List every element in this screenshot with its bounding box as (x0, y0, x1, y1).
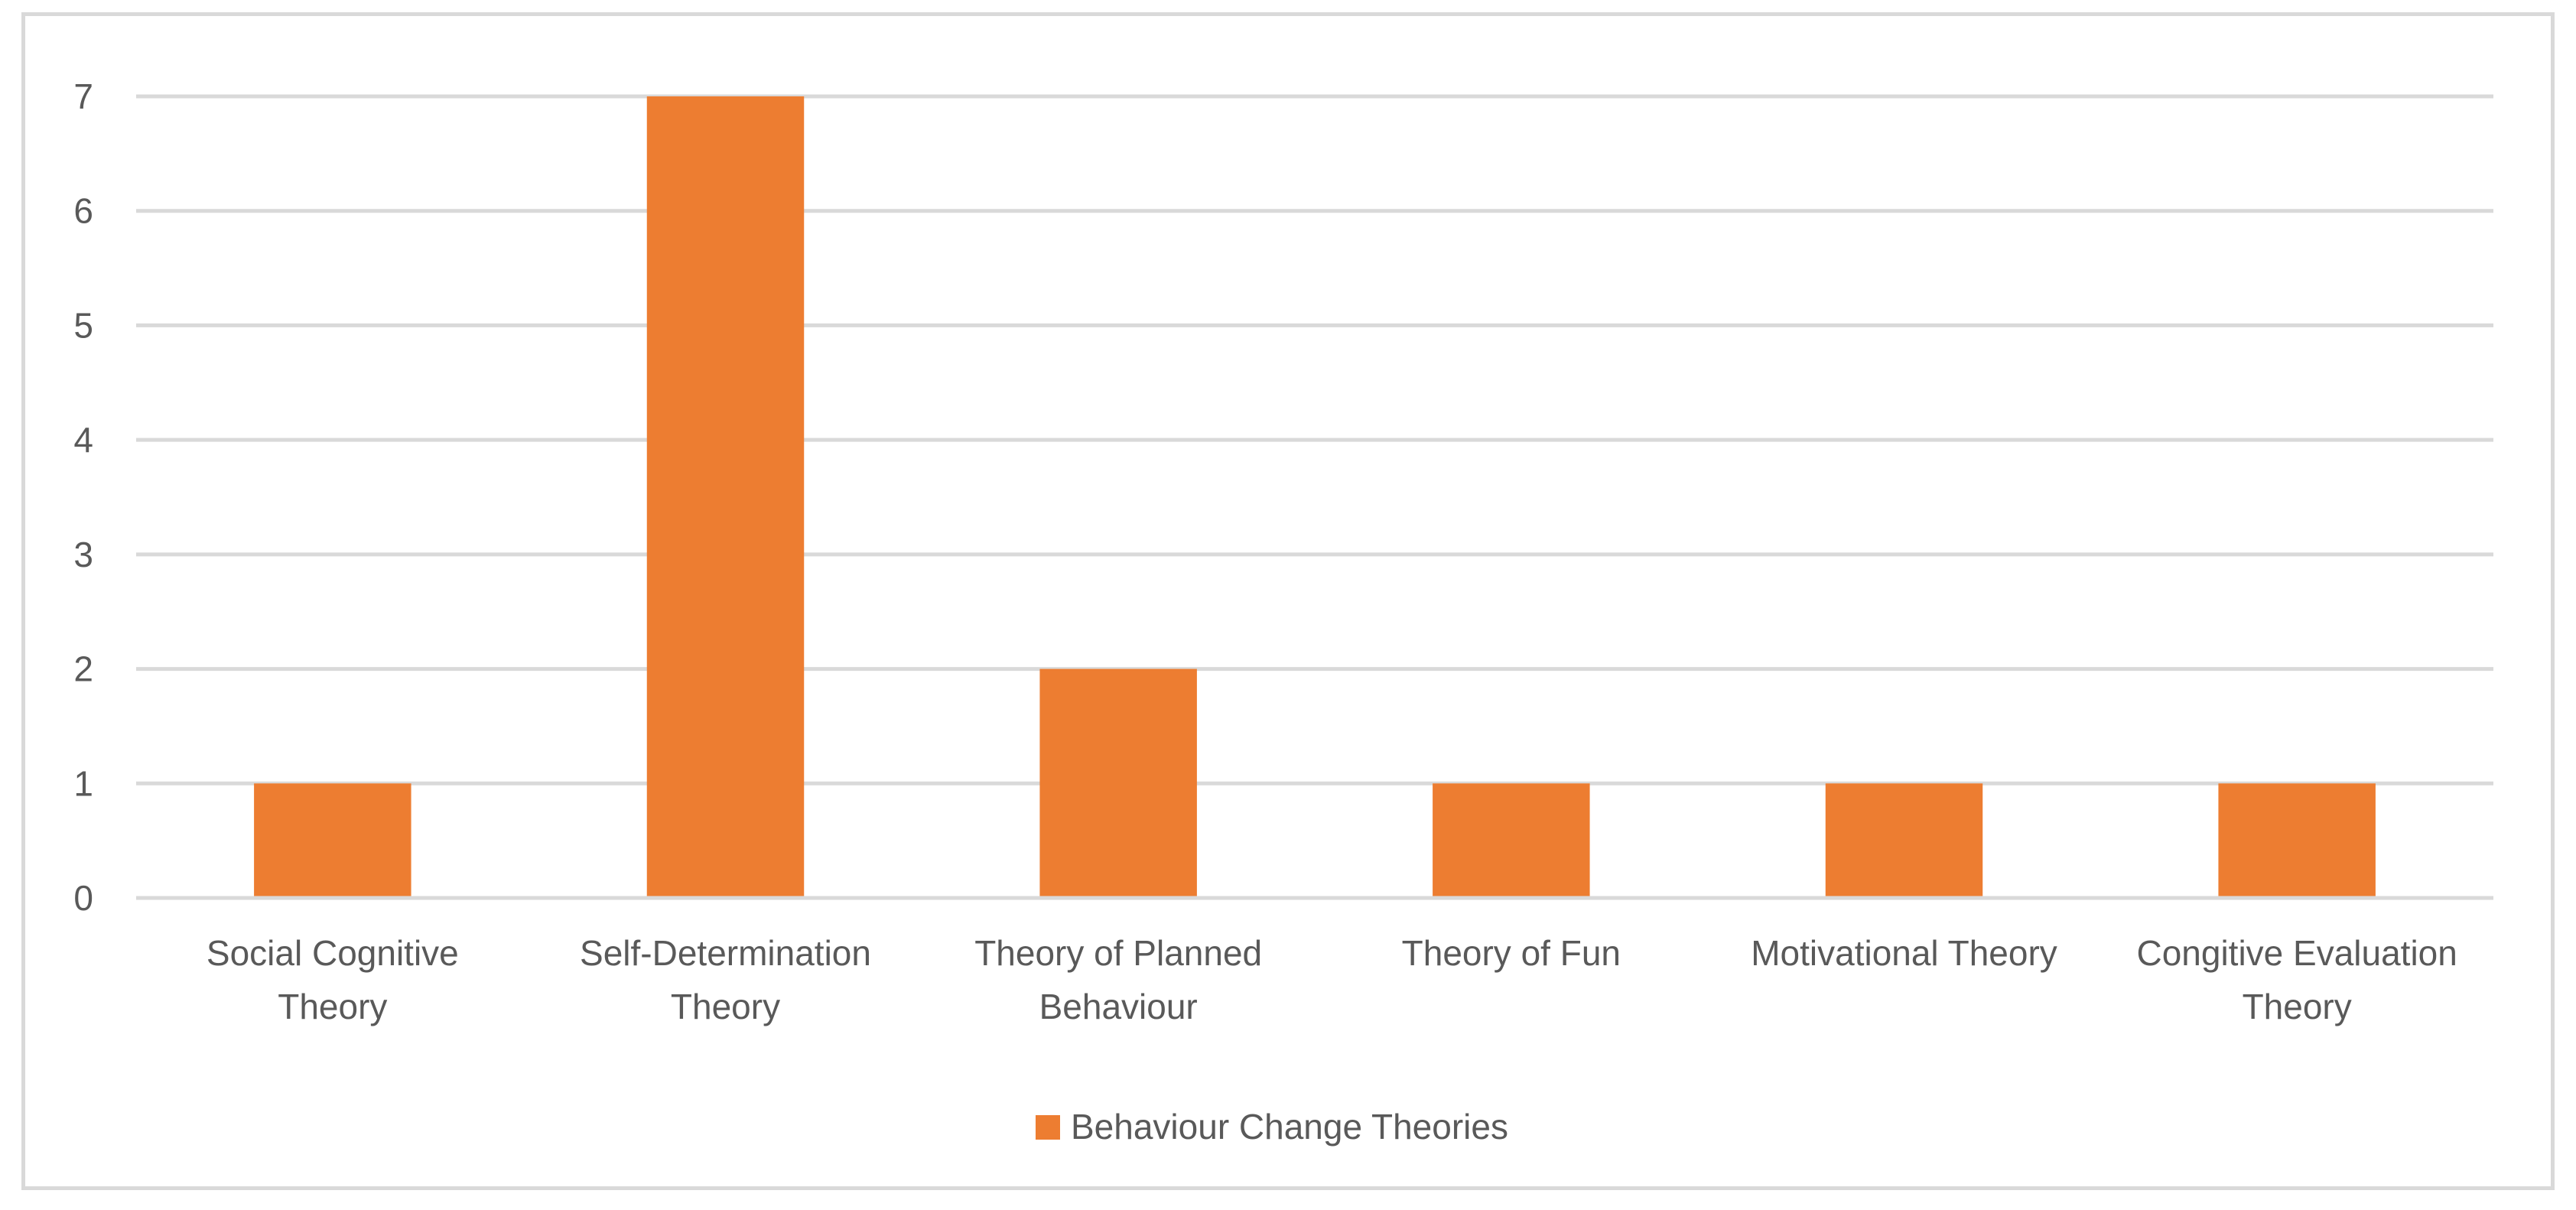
bar (1433, 783, 1590, 898)
x-tick-label: Self-Determination (580, 933, 871, 973)
y-tick-label: 5 (73, 305, 93, 345)
x-tick-label: Theory (278, 987, 387, 1026)
gridlines (136, 94, 2493, 786)
y-tick-label: 3 (73, 535, 93, 574)
bars (254, 96, 2376, 898)
legend-swatch (1036, 1115, 1060, 1140)
bar (254, 783, 411, 898)
x-tick-label: Social Cognitive (207, 933, 459, 973)
legend-label: Behaviour Change Theories (1071, 1107, 1508, 1147)
y-tick-label: 0 (73, 878, 93, 918)
y-axis-tick-labels: 0 1 2 3 4 5 6 7 (73, 76, 93, 918)
chart-frame (21, 12, 2555, 1190)
x-tick-label: Behaviour (1039, 987, 1198, 1026)
legend: Behaviour Change Theories (1036, 1107, 1508, 1147)
bar (646, 96, 805, 898)
x-axis-category-labels: Social Cognitive Theory Self-Determination… (207, 933, 2457, 1026)
bar (2218, 783, 2376, 898)
x-tick-label: Motivational Theory (1751, 933, 2057, 973)
y-tick-label: 2 (73, 649, 93, 689)
y-tick-label: 6 (73, 191, 93, 231)
y-tick-label: 7 (73, 76, 93, 116)
x-tick-label: Theory of Planned (974, 933, 1262, 973)
bar (1039, 668, 1197, 898)
x-tick-label: Theory (2243, 987, 2352, 1026)
x-tick-label: Theory of Fun (1402, 933, 1621, 973)
y-tick-label: 4 (73, 420, 93, 460)
bar (1825, 783, 1983, 898)
x-tick-label: Congitive Evaluation (2136, 933, 2457, 973)
x-tick-label: Theory (671, 987, 780, 1026)
y-tick-label: 1 (73, 763, 93, 803)
